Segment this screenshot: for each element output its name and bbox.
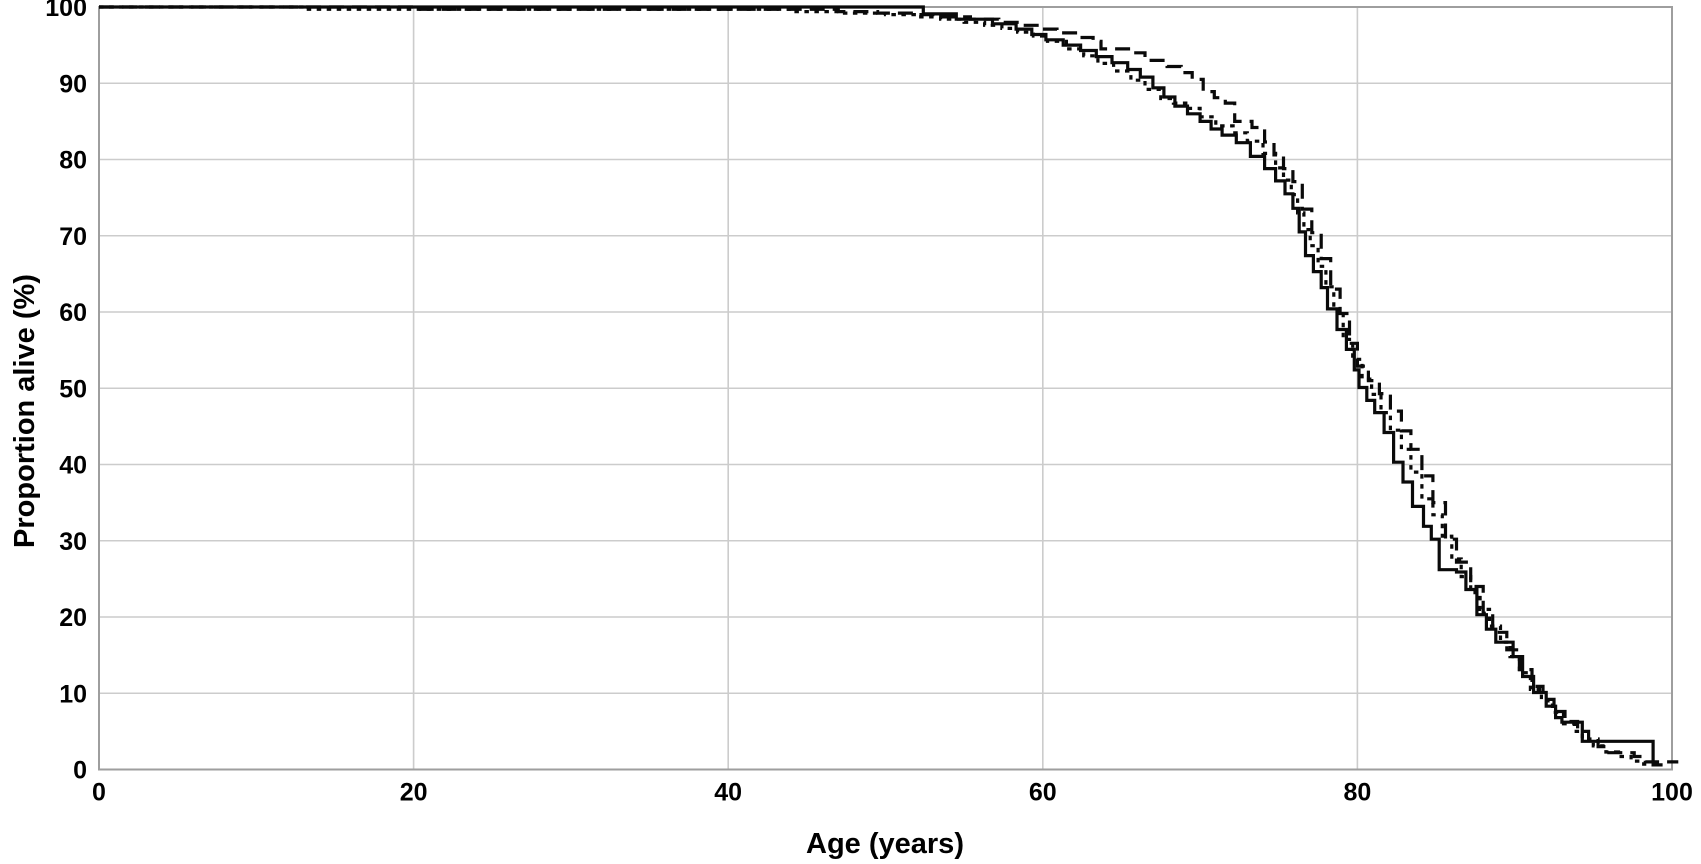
y-tick-label: 90	[59, 70, 87, 98]
survival-curve-solid	[99, 5, 1663, 767]
y-tick-label: 10	[59, 680, 87, 708]
y-tick-label: 70	[59, 223, 87, 251]
x-axis-title: Age (years)	[806, 828, 964, 860]
grid-layer	[98, 6, 1673, 771]
x-tick-label: 0	[92, 779, 106, 807]
x-tick-label: 40	[714, 779, 742, 807]
survival-curve-long-dash	[99, 5, 1679, 764]
y-axis-title: Proportion alive (%)	[9, 274, 41, 548]
y-tick-label: 40	[59, 452, 87, 480]
y-tick-label: 50	[59, 375, 87, 403]
x-tick-label: 20	[400, 779, 428, 807]
y-tick-label: 100	[45, 0, 87, 22]
y-tick-label: 30	[59, 528, 87, 556]
series-layer	[99, 5, 1679, 767]
y-tick-label: 0	[73, 757, 87, 785]
x-tick-label: 80	[1343, 779, 1371, 807]
tick-layer: 0 20 40 60 80 100 0 10 20 30 40 50 60 70 80 90 100	[45, 0, 1693, 807]
y-tick-label: 60	[59, 299, 87, 327]
y-tick-label: 20	[59, 604, 87, 632]
x-tick-label: 100	[1651, 779, 1693, 807]
survival-curve-short-dash	[99, 5, 1661, 766]
y-tick-label: 80	[59, 147, 87, 175]
x-tick-label: 60	[1029, 779, 1057, 807]
